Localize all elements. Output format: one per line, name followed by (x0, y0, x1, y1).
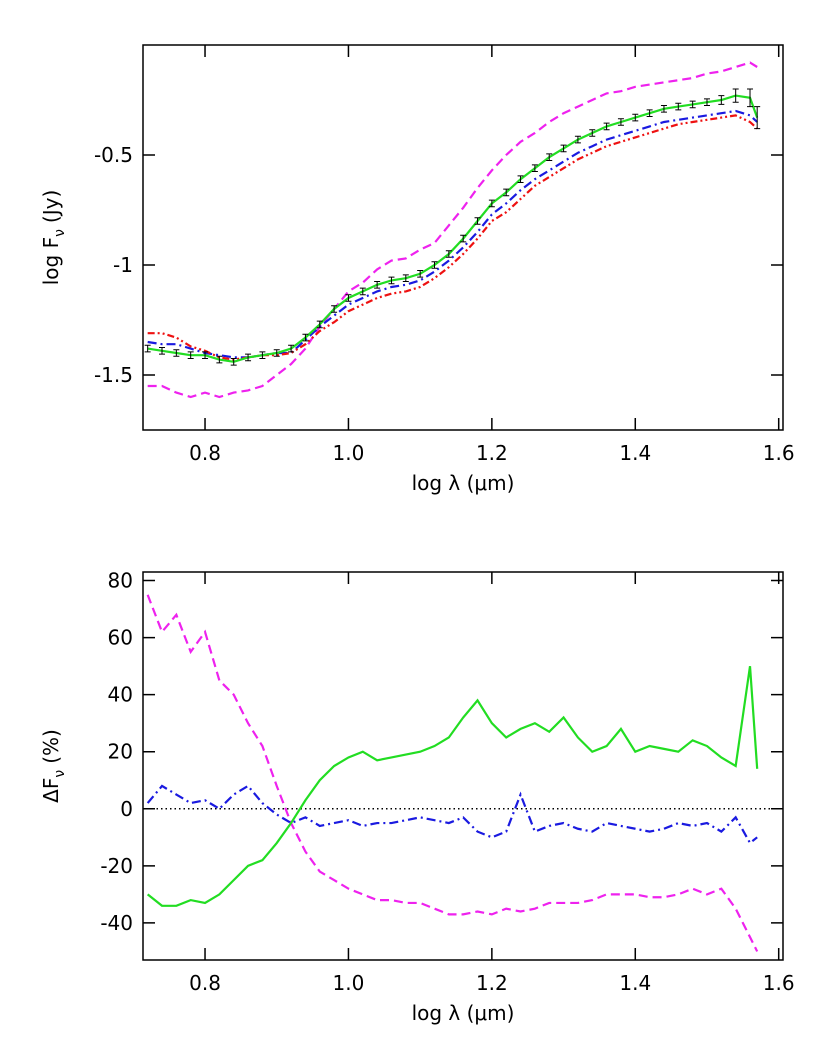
y-tick-label: -20 (100, 854, 133, 878)
x-axis-label: log λ (μm) (412, 471, 515, 495)
error-bar (245, 353, 252, 362)
error-bar (517, 175, 524, 183)
y-axis-label-main: log F (39, 237, 63, 285)
series-line (146, 665, 759, 907)
error-bar (747, 88, 754, 108)
error-bar (632, 113, 639, 122)
error-bar (474, 217, 481, 225)
panel: 0.8 1.0 1.2 1.4 1.6 -40 -20 0 20 40 60 80 log λ (μm)… (39, 569, 795, 1025)
error-bar (531, 164, 538, 172)
x-tick-label: 1.2 (476, 441, 508, 465)
y-tick-label: -1 (113, 253, 133, 277)
error-bar (660, 105, 667, 113)
plot-area (144, 61, 761, 399)
error-bar (754, 106, 761, 130)
error-bar (732, 88, 739, 103)
error-bar (345, 294, 352, 302)
x-axis-label: log λ (μm) (412, 1001, 515, 1025)
error-bar (445, 250, 452, 258)
series-line (147, 114, 758, 361)
error-bar (374, 281, 381, 289)
x-tick-label: 1.4 (619, 971, 651, 995)
error-bar (560, 144, 567, 153)
error-bar (187, 351, 194, 359)
error-bar (646, 109, 653, 117)
panel: 0.8 1.0 1.2 1.4 1.6 -1.5 -1 -0.5 log λ (μm) log F… (39, 44, 795, 495)
error-bar (202, 351, 209, 359)
y-axis-label-main: ΔF (39, 778, 63, 803)
series-line (147, 61, 758, 399)
error-bar (460, 234, 467, 243)
y-tick-label: -0.5 (94, 143, 133, 167)
error-bar (273, 349, 280, 357)
error-bar (675, 102, 682, 111)
error-bar (589, 129, 596, 137)
plot-area (143, 594, 783, 952)
y-tick-label: -1.5 (94, 363, 133, 387)
y-tick-label: -40 (100, 911, 133, 935)
error-bar (689, 100, 696, 109)
error-bar (216, 355, 223, 364)
error-bar (574, 135, 581, 144)
series-line (147, 109, 758, 359)
error-bar (402, 274, 409, 282)
y-axis-label-sub: ν (52, 770, 68, 778)
plot-frame (142, 571, 784, 961)
y-axis-label-unit: (Jy) (39, 190, 63, 223)
error-bar (173, 349, 180, 357)
error-bar (316, 320, 323, 329)
x-tick-label: 1.0 (333, 971, 365, 995)
error-bar (288, 344, 295, 353)
error-bar (388, 276, 395, 285)
error-bar (488, 199, 495, 208)
y-axis-label: log Fν (Jy) (39, 190, 68, 286)
y-tick-label: 40 (108, 683, 133, 707)
y-axis-label-sub: ν (52, 229, 68, 237)
x-tick-label: 1.6 (763, 971, 795, 995)
error-bar (144, 344, 151, 353)
error-bar (603, 122, 610, 131)
error-bar (159, 347, 166, 355)
y-axis-label: ΔFν (%) (39, 729, 68, 803)
error-bar (617, 118, 624, 126)
error-bar (417, 270, 424, 278)
series-line (146, 594, 759, 952)
error-bar (259, 351, 266, 359)
error-bar (359, 287, 366, 296)
x-tick-label: 0.8 (189, 971, 221, 995)
x-tick-label: 1.0 (333, 441, 365, 465)
error-bar (230, 358, 237, 366)
x-tick-label: 0.8 (189, 441, 221, 465)
error-bar (331, 305, 338, 313)
x-tick-label: 1.6 (763, 441, 795, 465)
error-bar (431, 261, 438, 269)
y-tick-label: 0 (120, 797, 133, 821)
y-axis-label-unit: (%) (39, 729, 63, 764)
series-line (146, 784, 758, 845)
error-bar (703, 98, 710, 106)
y-tick-label: 20 (108, 740, 133, 764)
error-bar (302, 333, 309, 342)
y-tick-label: 60 (108, 626, 133, 650)
y-tick-label: 80 (108, 569, 133, 593)
series-line (147, 94, 759, 363)
error-bar (546, 153, 553, 161)
error-bar (718, 95, 725, 105)
x-tick-label: 1.2 (476, 971, 508, 995)
x-tick-label: 1.4 (619, 441, 651, 465)
error-bar (503, 188, 510, 197)
plot-frame (142, 44, 784, 431)
